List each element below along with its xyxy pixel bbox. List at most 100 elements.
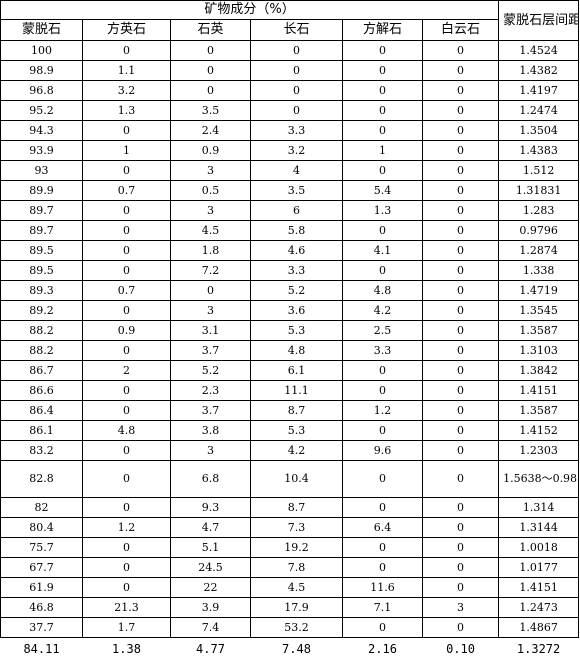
table-cell: 1.3144 [499,518,579,538]
table-cell: 5.2 [251,281,343,301]
table-cell: 1.8 [171,241,251,261]
table-cell: 89.3 [1,281,83,301]
table-cell: 0 [423,361,499,381]
table-cell: 0 [343,221,423,241]
table-cell: 89.2 [1,301,83,321]
table-cell: 0 [423,201,499,221]
table-cell: 88.2 [1,341,83,361]
table-cell: 0 [343,421,423,441]
table-cell: 4 [251,161,343,181]
table-cell: 5.1 [171,538,251,558]
table-cell: 1.3504 [499,121,579,141]
table-cell: 1.4383 [499,141,579,161]
summary-cell: 7.48 [251,638,343,660]
table-cell: 93 [1,161,83,181]
table-cell: 1.4151 [499,381,579,401]
table-cell: 3.3 [251,121,343,141]
table-cell: 0 [83,578,171,598]
table-cell: 5.3 [251,421,343,441]
table-cell: 4.8 [251,341,343,361]
table-cell: 0.9 [171,141,251,161]
table-cell: 1.2303 [499,441,579,461]
table-cell: 83.2 [1,441,83,461]
table-cell: 0 [423,281,499,301]
table-cell: 0 [423,401,499,421]
table-cell: 0 [423,241,499,261]
table-cell: 0.9 [83,321,171,341]
table-cell: 3 [171,301,251,321]
table-cell: 0 [251,61,343,81]
table-cell: 4.2 [251,441,343,461]
table-cell: 100 [1,41,83,61]
table-cell: 24.5 [171,558,251,578]
table-cell: 4.8 [343,281,423,301]
table-cell: 94.3 [1,121,83,141]
column-header-dolomite: 白云石 [423,20,499,41]
table-cell: 0 [171,41,251,61]
table-cell: 0 [83,41,171,61]
table-cell: 3.6 [251,301,343,321]
column-header-montmorillonite: 蒙脱石 [1,20,83,41]
table-cell: 1.4867 [499,618,579,638]
mineral-composition-group-header: 矿物成分（%） [1,1,499,20]
table-cell: 86.7 [1,361,83,381]
table-cell: 0 [423,578,499,598]
table-cell: 3 [171,161,251,181]
table-cell: 86.6 [1,381,83,401]
table-cell: 7.3 [251,518,343,538]
table-cell: 82 [1,498,83,518]
table-cell: 3 [171,201,251,221]
table-cell: 3.1 [171,321,251,341]
table-cell: 93.9 [1,141,83,161]
column-header-quartz: 石英 [171,20,251,41]
table-cell: 1 [83,141,171,161]
table-cell: 0.7 [83,281,171,301]
table-cell: 0 [423,301,499,321]
table-cell: 1.4719 [499,281,579,301]
table-cell: 0 [83,301,171,321]
table-cell: 0 [423,498,499,518]
table-cell: 1.314 [499,498,579,518]
table-cell: 5.4 [343,181,423,201]
table-cell: 0 [83,401,171,421]
table-cell: 1.0177 [499,558,579,578]
table-cell: 0 [423,441,499,461]
table-cell: 0 [83,441,171,461]
table-cell: 0 [343,618,423,638]
table-cell: 3.5 [171,101,251,121]
table-cell: 10.4 [251,461,343,498]
table-cell: 0 [83,461,171,498]
table-cell: 0 [423,41,499,61]
table-cell: 96.8 [1,81,83,101]
table-cell: 1.3545 [499,301,579,321]
table-cell: 3.8 [171,421,251,441]
table-cell: 9.3 [171,498,251,518]
table-cell: 3.7 [171,341,251,361]
table-cell: 80.4 [1,518,83,538]
table-cell: 6 [251,201,343,221]
table-cell: 86.4 [1,401,83,421]
table-cell: 1.3 [83,101,171,121]
table-cell: 0 [171,61,251,81]
table-cell: 0 [343,261,423,281]
table-cell: 0 [251,41,343,61]
